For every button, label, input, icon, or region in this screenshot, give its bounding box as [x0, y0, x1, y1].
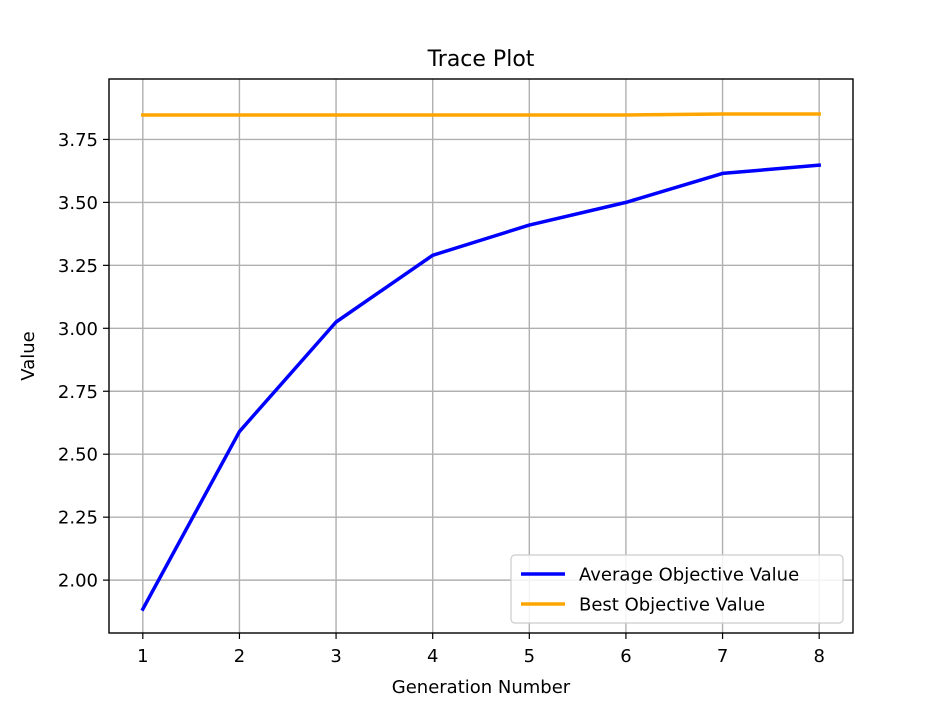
y-tick-label: 3.00 — [58, 319, 98, 340]
chart-title: Trace Plot — [427, 47, 535, 72]
series-line — [141, 112, 821, 117]
legend-box — [510, 554, 844, 624]
grid — [109, 79, 853, 633]
y-tick-label: 3.75 — [58, 130, 98, 151]
plot-frame — [108, 78, 854, 634]
x-tick-label: 7 — [717, 646, 728, 667]
y-tick-label: 2.75 — [58, 382, 98, 403]
y-tick-label: 3.25 — [58, 256, 98, 277]
axis-ticks: 1 2 3 4 5 6 7 8 2.00 2.25 2.50 2.75 3.00 3.25 3.50 3.75 — [58, 130, 825, 667]
x-tick-label: 2 — [234, 646, 245, 667]
legend: Average Objective Value Best Objective Va… — [510, 554, 844, 624]
plot-lines — [140, 112, 822, 612]
y-tick-label: 2.25 — [58, 508, 98, 529]
x-tick-label: 3 — [330, 646, 341, 667]
x-tick-label: 1 — [137, 646, 148, 667]
legend-label: Average Objective Value — [579, 565, 799, 586]
y-axis-label: Value — [18, 331, 39, 380]
y-tick-label: 2.00 — [58, 571, 98, 592]
legend-label: Best Objective Value — [579, 595, 765, 616]
x-axis-label: Generation Number — [392, 677, 571, 698]
y-tick-label: 2.50 — [58, 445, 98, 466]
x-tick-label: 4 — [427, 646, 438, 667]
x-tick-label: 6 — [620, 646, 631, 667]
x-tick-label: 8 — [813, 646, 824, 667]
x-tick-label: 5 — [524, 646, 535, 667]
y-tick-label: 3.50 — [58, 193, 98, 214]
series-line — [140, 163, 822, 612]
